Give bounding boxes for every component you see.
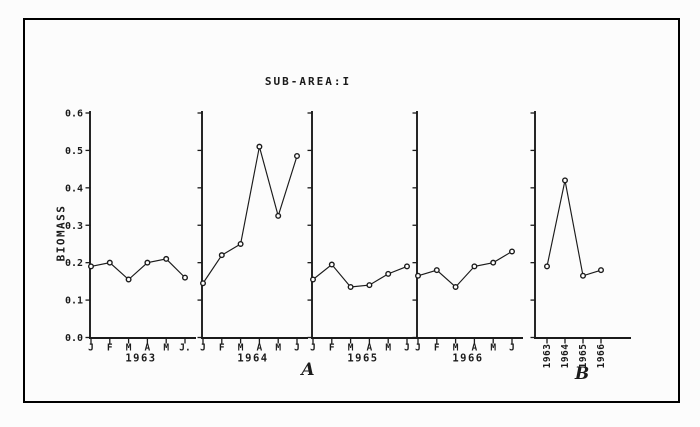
data-point: [237, 240, 244, 247]
data-point: [471, 263, 478, 270]
y-tick-label: 0.6: [65, 109, 83, 120]
month-label: F: [219, 343, 225, 354]
month-label: M: [275, 343, 281, 354]
month-label: F: [329, 343, 335, 354]
y-tick-label: 0.0: [65, 333, 83, 344]
month-label: J: [200, 343, 206, 354]
month-label: M: [385, 343, 391, 354]
month-label: M: [126, 343, 132, 354]
year-label: 1963: [125, 353, 156, 365]
year-label: 1966: [452, 353, 483, 365]
figure-frame: [23, 18, 680, 403]
year-label: 1964: [237, 353, 268, 365]
month-label: M: [348, 343, 354, 354]
data-line: [90, 258, 186, 281]
month-label: J: [310, 343, 316, 354]
data-point: [580, 272, 587, 279]
data-point: [544, 263, 551, 270]
data-point: [347, 283, 354, 290]
data-point: [415, 272, 422, 279]
year-label-vertical: 1964: [560, 344, 571, 369]
data-point: [562, 177, 569, 184]
data-point: [256, 143, 263, 150]
month-label: J.: [179, 343, 190, 354]
month-label: A: [145, 343, 151, 354]
data-point: [294, 153, 301, 160]
month-label: A: [367, 343, 373, 354]
y-tick-label: 0.2: [65, 258, 83, 269]
data-point: [144, 259, 151, 266]
y-tick-label: 0.4: [65, 183, 83, 194]
data-line: [417, 250, 513, 288]
data-point: [433, 267, 440, 274]
data-line: [312, 263, 408, 288]
data-point: [310, 276, 317, 283]
month-label: A: [257, 343, 263, 354]
data-point: [598, 267, 605, 274]
year-label: 1965: [347, 353, 378, 365]
data-point: [163, 255, 170, 262]
month-label: J: [88, 343, 94, 354]
month-label: M: [238, 343, 244, 354]
data-point: [328, 261, 335, 268]
month-label: A: [472, 343, 478, 354]
data-point: [452, 283, 459, 290]
month-label: M: [163, 343, 169, 354]
y-tick-label: 0.5: [65, 146, 83, 157]
month-label: J: [404, 343, 410, 354]
data-point: [490, 259, 497, 266]
y-tick-label: 0.1: [65, 296, 83, 307]
month-label: J: [509, 343, 515, 354]
data-point: [275, 212, 282, 219]
figure-title: SUB-AREA:I: [264, 75, 352, 88]
data-point: [218, 252, 225, 259]
y-tick-label: 0.3: [65, 221, 83, 232]
month-label: J: [294, 343, 300, 354]
data-point: [87, 263, 94, 270]
panel-a-label: A: [301, 360, 315, 380]
data-point: [181, 274, 188, 281]
year-label-vertical: 1966: [596, 344, 607, 369]
data-point: [404, 263, 411, 270]
month-label: M: [453, 343, 459, 354]
year-label-vertical: 1965: [578, 344, 589, 369]
data-point: [125, 276, 132, 283]
panel-b-label: B: [574, 364, 590, 384]
month-label: F: [107, 343, 113, 354]
month-label: F: [434, 343, 440, 354]
year-label-vertical: 1963: [542, 344, 553, 369]
data-line: [202, 146, 298, 284]
data-point: [106, 259, 113, 266]
data-point: [385, 270, 392, 277]
month-label: J: [415, 343, 421, 354]
data-point: [509, 248, 516, 255]
data-line: [546, 180, 602, 277]
month-label: M: [490, 343, 496, 354]
data-point: [366, 282, 373, 289]
data-point: [199, 280, 206, 287]
